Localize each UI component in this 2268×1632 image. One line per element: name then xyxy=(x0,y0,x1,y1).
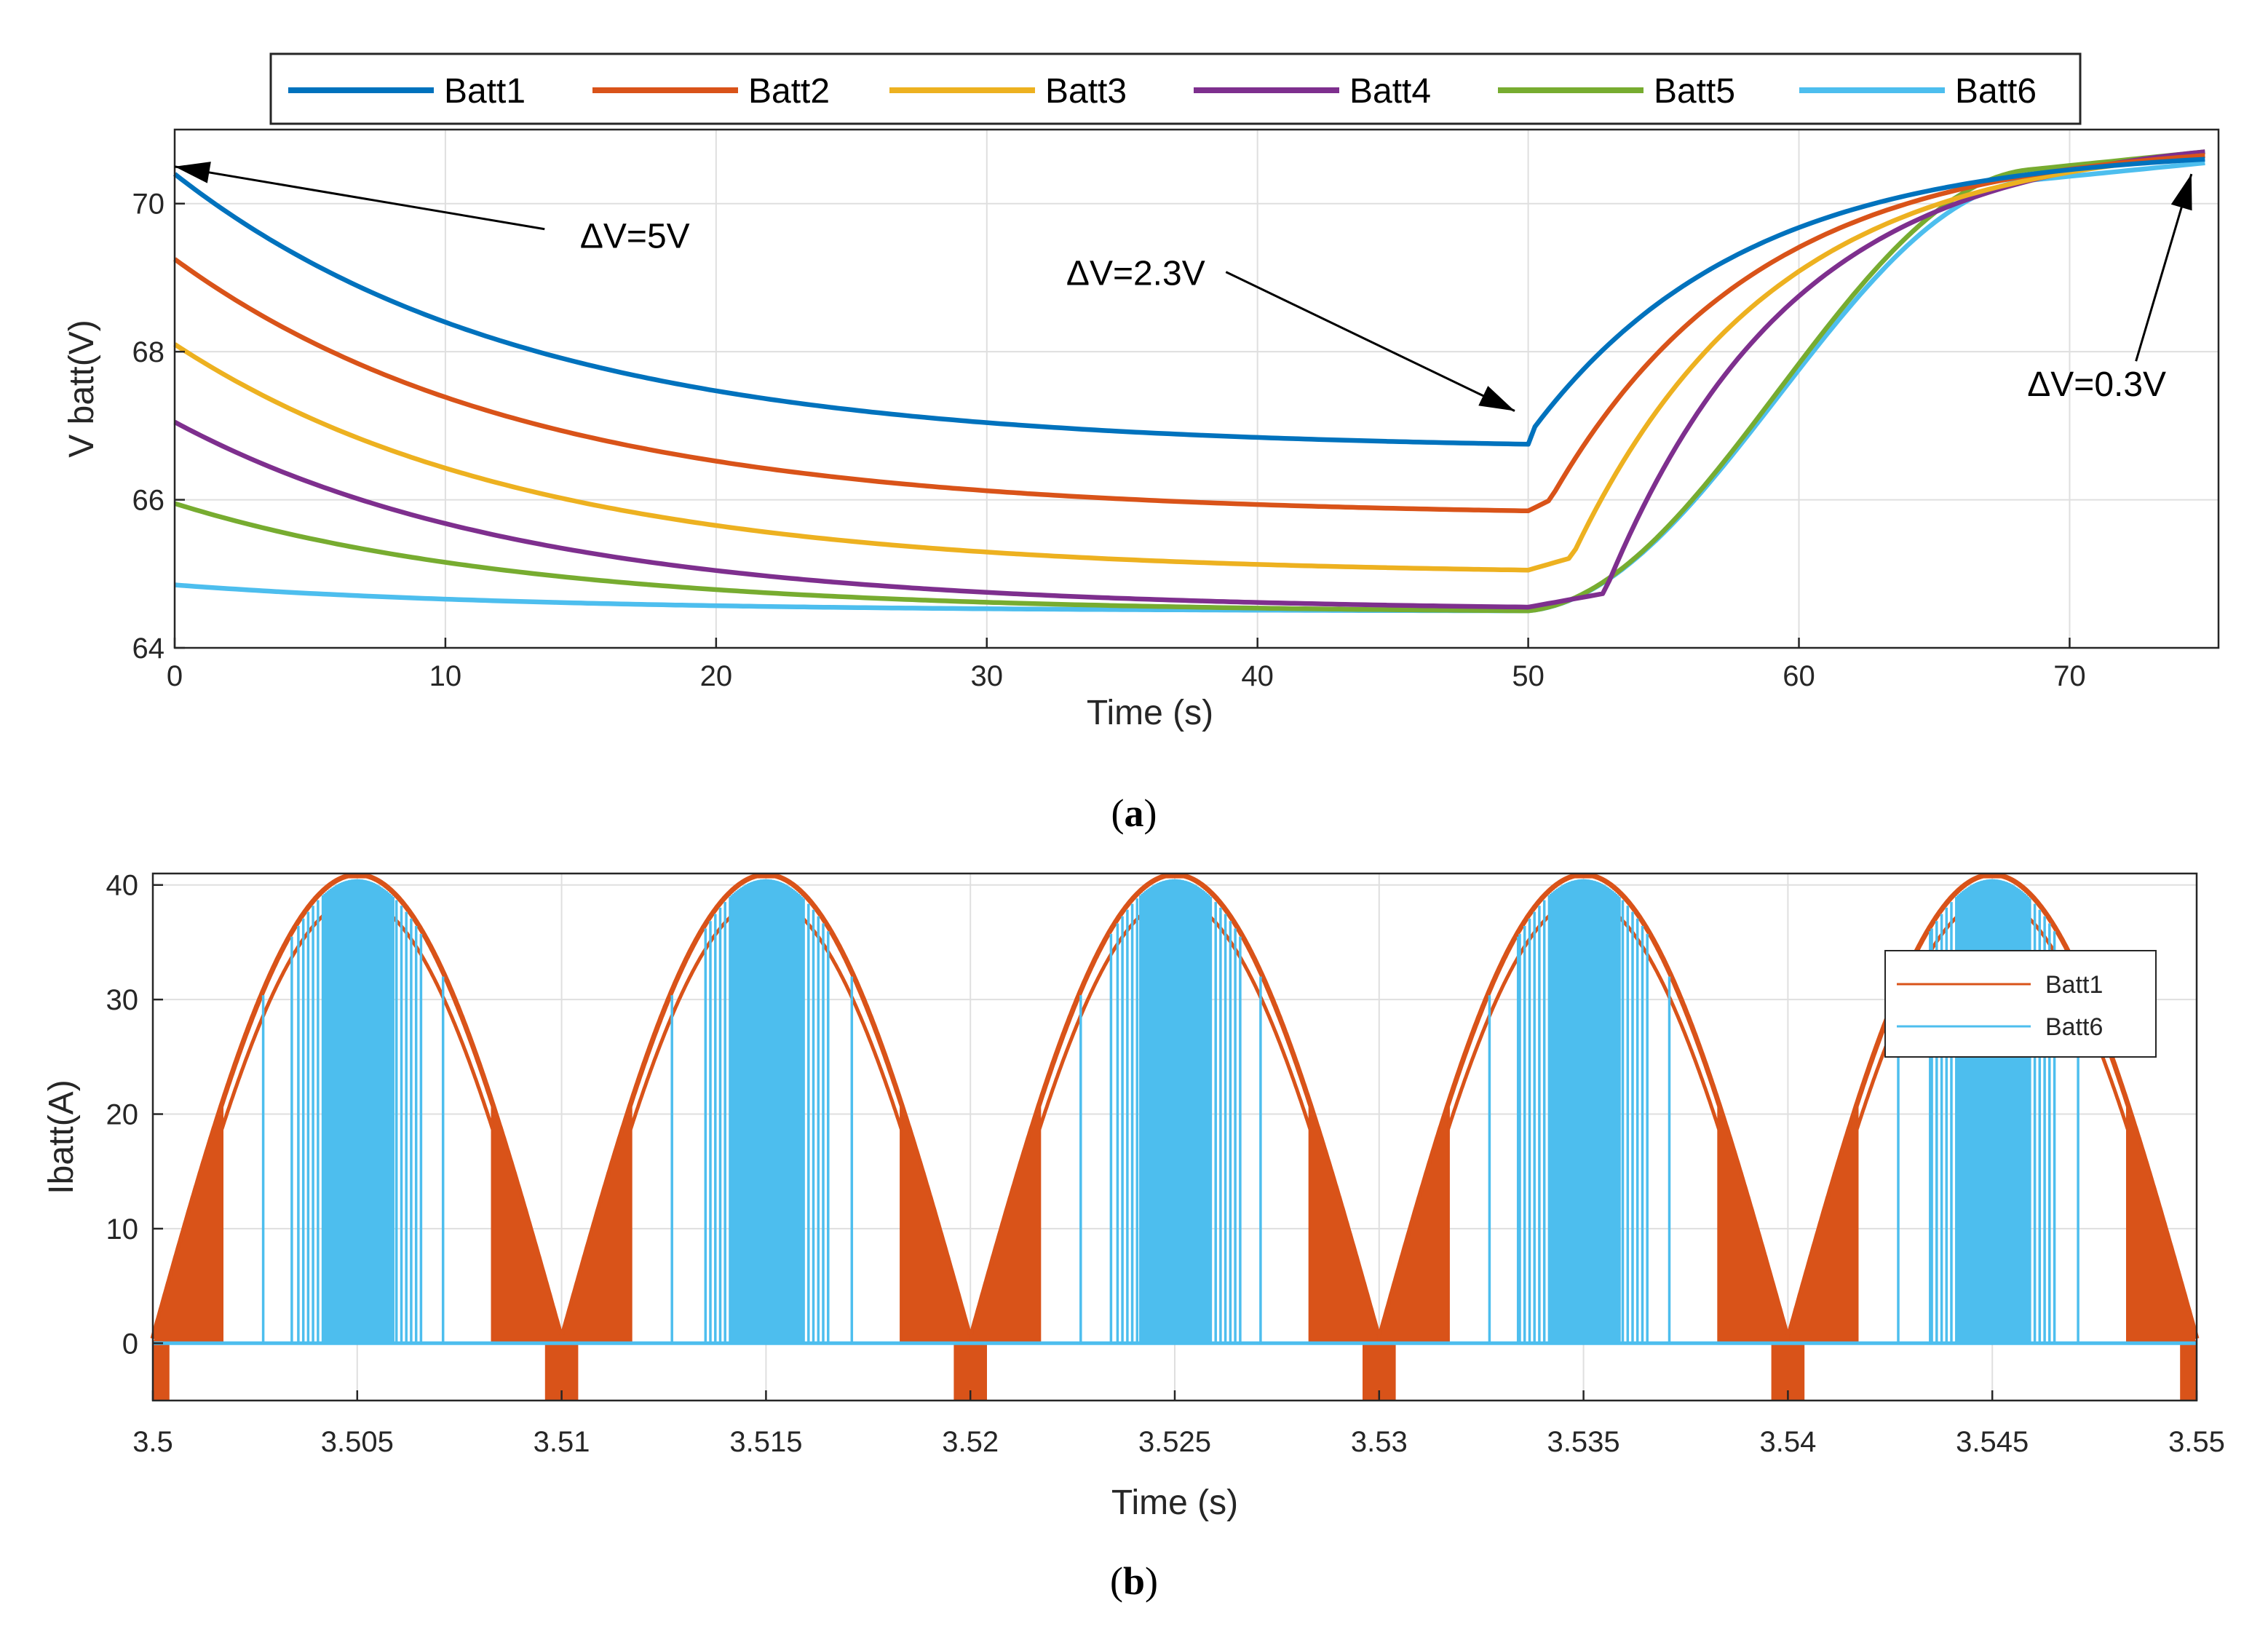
batt6-pulses xyxy=(261,879,2079,1344)
legend-label-batt1: Batt1 xyxy=(444,72,526,111)
caption-a: (a) xyxy=(1111,791,1157,835)
panel-a-frame xyxy=(173,128,2220,649)
panel-a-series xyxy=(173,149,2205,614)
panel-b-series xyxy=(150,873,2200,1401)
annotation-delta-v: ΔV=5V xyxy=(580,218,690,256)
annotation-arrow-line xyxy=(174,165,545,231)
panel-b-ylabel: Ibatt(A) xyxy=(42,1080,81,1194)
y-tick-label: 68 xyxy=(132,336,165,368)
x-tick-label: 3.545 xyxy=(1956,1426,2029,1458)
caption-b: (b) xyxy=(1110,1559,1158,1603)
x-tick-label: 50 xyxy=(1512,660,1545,692)
y-tick-label: 64 xyxy=(132,633,165,665)
panel-a-ylabel: V batt(V) xyxy=(63,320,101,457)
x-tick-label: 3.5 xyxy=(132,1426,173,1458)
annotation-arrow-head xyxy=(2170,174,2192,211)
x-tick-label: 3.515 xyxy=(729,1426,802,1458)
legend-label-batt2: Batt2 xyxy=(748,72,830,111)
annotation-arrow-head xyxy=(175,162,211,183)
y-tick-label: 66 xyxy=(132,485,165,517)
batt1-spikes xyxy=(221,1106,2128,1344)
x-tick-label: 3.51 xyxy=(534,1426,590,1458)
x-tick-label: 10 xyxy=(429,660,462,692)
x-tick-label: 3.54 xyxy=(1759,1426,1816,1458)
panel-a-xlabel: Time (s) xyxy=(1087,694,1213,732)
x-tick-label: 3.505 xyxy=(321,1426,394,1458)
panel-a-annotations: ΔV=5V ΔV=2.3V ΔV=0.3V xyxy=(174,162,2193,412)
x-tick-label: 60 xyxy=(1783,660,1815,692)
annotation-arrow-head xyxy=(1478,386,1515,411)
y-tick-label: 20 xyxy=(106,1099,139,1131)
batt1-envelope xyxy=(150,873,2200,1349)
series-line-batt5 xyxy=(174,149,2205,614)
series-line-batt1 xyxy=(173,157,2205,447)
panel-b-xlabel: Time (s) xyxy=(1111,1484,1238,1522)
panel-a: 0 10 20 30 40 50 60 70 64 66 68 70 Time (s) V batt(… xyxy=(63,52,2220,835)
y-tick-label: 30 xyxy=(106,984,139,1016)
x-tick-label: 3.525 xyxy=(1138,1426,1211,1458)
series-line-batt2 xyxy=(173,153,2205,514)
x-tick-label: 30 xyxy=(971,660,1004,692)
x-tick-label: 3.52 xyxy=(942,1426,999,1458)
x-tick-label: 3.535 xyxy=(1547,1426,1620,1458)
annotation-arrow-line xyxy=(1225,271,1515,412)
legend-label-batt5: Batt5 xyxy=(1654,72,1735,111)
series-line-batt6 xyxy=(174,160,2205,614)
series-line-batt4 xyxy=(173,149,2205,610)
annotation-delta-v: ΔV=0.3V xyxy=(2027,365,2166,404)
legend-label-batt1: Batt1 xyxy=(2045,971,2103,999)
panel-a-legend: Batt1 Batt2 Batt3 Batt4 Batt5 Batt6 xyxy=(269,52,2082,125)
x-tick-label: 40 xyxy=(1241,660,1274,692)
panel-b-ticks: 3.5 3.505 3.51 3.515 3.52 3.525 3.53 3.535 3.54 3… xyxy=(106,870,2225,1458)
y-tick-label: 0 xyxy=(122,1328,138,1360)
legend-label-batt4: Batt4 xyxy=(1349,72,1431,111)
series-line-batt3 xyxy=(173,153,2205,573)
panel-a-ticks: 0 10 20 30 40 50 60 70 64 66 68 70 xyxy=(132,189,2086,692)
x-tick-label: 70 xyxy=(2053,660,2086,692)
y-tick-label: 40 xyxy=(106,870,139,902)
legend-label-batt6: Batt6 xyxy=(2045,1013,2103,1041)
legend-box xyxy=(1884,950,2157,1058)
panel-b-legend: Batt1 Batt6 xyxy=(1884,950,2157,1058)
y-tick-label: 10 xyxy=(106,1213,139,1245)
annotation-delta-v: ΔV=2.3V xyxy=(1066,255,1205,293)
x-tick-label: 3.55 xyxy=(2168,1426,2225,1458)
legend-label-batt3: Batt3 xyxy=(1045,72,1127,111)
x-tick-label: 0 xyxy=(167,660,183,692)
panel-b: 3.5 3.505 3.51 3.515 3.52 3.525 3.53 3.535 3.54 3… xyxy=(42,870,2225,1603)
x-tick-label: 3.53 xyxy=(1351,1426,1408,1458)
legend-label-batt6: Batt6 xyxy=(1955,72,2037,111)
legend-box xyxy=(269,52,2082,125)
y-tick-label: 70 xyxy=(132,189,165,221)
x-tick-label: 20 xyxy=(700,660,733,692)
